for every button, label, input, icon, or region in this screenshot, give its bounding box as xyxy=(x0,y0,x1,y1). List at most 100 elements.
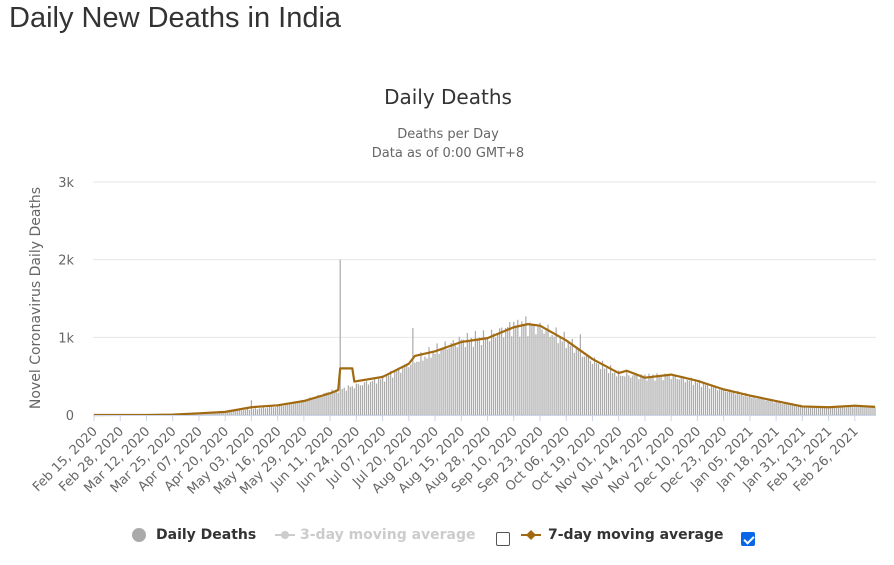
daily-deaths-bar xyxy=(373,377,376,415)
daily-deaths-bar xyxy=(743,396,745,415)
daily-deaths-bar xyxy=(575,349,577,415)
daily-deaths-bar xyxy=(232,411,234,415)
daily-deaths-bar xyxy=(422,360,424,415)
daily-deaths-bar xyxy=(670,379,672,415)
daily-deaths-bar xyxy=(858,406,860,415)
daily-deaths-bar xyxy=(870,406,872,415)
daily-deaths-bar xyxy=(347,385,349,415)
daily-deaths-bar xyxy=(682,376,684,415)
line-marker-icon xyxy=(521,530,541,540)
daily-deaths-bar xyxy=(688,380,690,415)
daily-deaths-bar xyxy=(384,381,386,415)
daily-deaths-bar xyxy=(440,349,442,415)
daily-deaths-bar xyxy=(494,337,497,415)
chart-subtitle-line: Deaths per Day xyxy=(397,127,499,142)
daily-deaths-bar xyxy=(240,410,242,415)
legend-item-daily-deaths[interactable]: Daily Deaths xyxy=(131,526,256,544)
daily-deaths-bar xyxy=(307,400,309,415)
daily-deaths-bar xyxy=(531,324,533,415)
daily-deaths-bar xyxy=(458,336,460,415)
daily-deaths-bar xyxy=(268,407,271,415)
daily-deaths-bar xyxy=(331,389,333,415)
daily-deaths-bar xyxy=(767,399,769,415)
daily-deaths-bar xyxy=(375,383,378,415)
daily-deaths-bar xyxy=(696,382,699,415)
daily-deaths-bar xyxy=(668,376,670,415)
daily-deaths-bar xyxy=(480,345,483,415)
daily-deaths-bar xyxy=(684,382,686,415)
daily-deaths-bar xyxy=(644,374,646,415)
legend-label: 7-day moving average xyxy=(548,527,724,543)
daily-deaths-bar xyxy=(597,364,600,415)
daily-deaths-bar xyxy=(222,411,224,415)
daily-deaths-bar xyxy=(293,401,295,415)
3-day-average-checkbox[interactable] xyxy=(496,532,510,546)
daily-deaths-bar xyxy=(805,406,807,415)
daily-deaths-bar xyxy=(721,388,723,415)
daily-deaths-bar xyxy=(759,398,761,415)
daily-deaths-bar xyxy=(488,341,491,415)
daily-deaths-bar xyxy=(763,399,765,415)
7-day-average-checkbox[interactable] xyxy=(741,532,755,546)
daily-deaths-bar xyxy=(725,391,727,415)
daily-deaths-bar xyxy=(783,401,785,415)
daily-deaths-bar xyxy=(353,388,355,415)
legend-item-3-day-average[interactable]: 3-day moving average xyxy=(275,526,476,544)
daily-deaths-bar xyxy=(305,400,307,415)
daily-deaths-bar xyxy=(836,407,838,415)
daily-deaths-bar xyxy=(511,336,513,415)
daily-deaths-bar xyxy=(832,407,834,415)
daily-deaths-bar xyxy=(404,364,406,415)
daily-deaths-bar xyxy=(840,406,842,415)
daily-deaths-bar xyxy=(537,324,539,415)
daily-deaths-bar xyxy=(585,353,588,415)
daily-deaths-bar xyxy=(208,412,210,415)
daily-deaths-bar xyxy=(270,406,273,415)
daily-deaths-bar xyxy=(771,400,773,415)
daily-deaths-bar xyxy=(303,401,305,415)
daily-deaths-bar xyxy=(827,408,830,415)
daily-deaths-bar xyxy=(279,406,281,415)
daily-deaths-bar xyxy=(497,334,499,415)
daily-deaths-bar xyxy=(230,411,232,415)
daily-deaths-bar xyxy=(311,398,313,415)
daily-deaths-bar xyxy=(799,404,801,415)
daily-deaths-bar xyxy=(426,358,428,415)
daily-deaths-bar xyxy=(289,403,291,415)
daily-deaths-bar xyxy=(811,406,814,415)
daily-deaths-bar xyxy=(369,381,372,415)
daily-deaths-bar xyxy=(862,406,864,415)
y-tick-label: 1k xyxy=(58,331,74,346)
daily-deaths-bar xyxy=(507,326,509,415)
daily-deaths-bar xyxy=(220,412,222,415)
daily-deaths-bar xyxy=(626,371,628,415)
daily-deaths-bar xyxy=(466,332,468,415)
legend-label: Daily Deaths xyxy=(156,527,257,543)
daily-deaths-bar xyxy=(563,331,565,415)
daily-deaths-bar xyxy=(712,386,715,415)
daily-deaths-bar xyxy=(442,349,444,415)
daily-deaths-bar xyxy=(618,370,620,415)
daily-deaths-bar xyxy=(860,406,862,415)
daily-deaths-bar xyxy=(398,367,400,415)
daily-deaths-bar xyxy=(430,357,432,415)
daily-deaths-bar xyxy=(789,405,791,415)
daily-deaths-bar xyxy=(874,407,876,415)
daily-deaths-bar xyxy=(640,374,642,415)
legend-item-7-day-average[interactable]: 7-day moving average xyxy=(521,526,724,544)
daily-deaths-bar xyxy=(652,374,654,415)
daily-deaths-bar xyxy=(448,348,450,415)
daily-deaths-bar xyxy=(610,365,612,415)
daily-deaths-bar xyxy=(797,405,799,415)
daily-deaths-bar xyxy=(224,411,226,415)
daily-deaths-bar xyxy=(513,321,515,415)
daily-deaths-bar xyxy=(444,341,446,415)
daily-deaths-bar xyxy=(646,380,648,415)
daily-deaths-bar xyxy=(555,327,557,415)
daily-deaths-bar xyxy=(775,400,777,415)
daily-deaths-bars xyxy=(97,259,876,415)
daily-deaths-bar xyxy=(406,364,408,415)
daily-deaths-bar xyxy=(202,413,204,415)
daily-deaths-bar xyxy=(838,406,840,415)
